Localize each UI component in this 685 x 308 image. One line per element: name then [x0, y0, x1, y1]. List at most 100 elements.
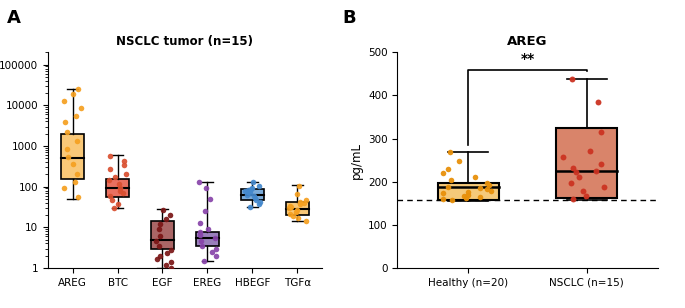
Point	[161, 217, 172, 221]
Point	[291, 207, 302, 212]
Title: AREG: AREG	[507, 35, 548, 48]
Point	[112, 201, 123, 206]
Point	[484, 183, 495, 188]
Point	[253, 201, 264, 206]
Point	[62, 155, 73, 160]
Point	[284, 206, 295, 211]
Point	[443, 166, 454, 171]
Point	[596, 161, 607, 166]
Point	[566, 77, 577, 82]
Point	[153, 243, 164, 248]
Point	[104, 178, 115, 183]
Point	[249, 195, 260, 200]
FancyBboxPatch shape	[196, 232, 219, 246]
Point	[470, 174, 481, 179]
Point	[205, 197, 216, 201]
Point	[155, 253, 166, 258]
Point	[438, 191, 449, 196]
Point	[203, 227, 214, 232]
FancyBboxPatch shape	[286, 202, 309, 215]
Point	[251, 197, 262, 202]
Point	[593, 99, 603, 104]
Point	[453, 159, 464, 164]
Point	[462, 192, 473, 197]
Point	[160, 262, 171, 267]
Point	[245, 191, 256, 196]
Point	[72, 171, 83, 176]
Point	[246, 186, 257, 191]
Point	[482, 180, 493, 185]
Point	[584, 148, 595, 153]
Point	[114, 182, 125, 187]
Point	[284, 212, 295, 217]
Point	[209, 235, 220, 240]
Text: **: **	[521, 52, 534, 66]
Point	[104, 167, 115, 172]
Point	[107, 197, 118, 202]
Point	[286, 205, 297, 210]
Point	[461, 196, 472, 201]
Point	[249, 194, 260, 199]
Point	[255, 199, 266, 204]
Point	[197, 243, 208, 248]
Point	[253, 183, 264, 188]
Point	[119, 158, 130, 163]
Point	[571, 170, 582, 175]
Point	[154, 227, 165, 232]
Point	[577, 189, 588, 194]
Point	[475, 186, 486, 191]
FancyBboxPatch shape	[556, 128, 617, 198]
FancyBboxPatch shape	[151, 221, 174, 249]
FancyBboxPatch shape	[106, 180, 129, 197]
Text: B: B	[342, 9, 356, 27]
Point	[61, 130, 72, 135]
Title: NSCLC tumor (n=15): NSCLC tumor (n=15)	[116, 35, 253, 48]
Point	[207, 249, 218, 254]
Point	[247, 185, 258, 190]
Point	[117, 191, 128, 196]
Point	[67, 91, 78, 96]
Point	[72, 139, 83, 144]
Point	[291, 192, 302, 197]
Point	[104, 194, 115, 199]
Point	[166, 247, 177, 252]
Text: A: A	[7, 9, 21, 27]
Point	[242, 190, 253, 195]
Point	[200, 209, 211, 213]
Point	[580, 193, 591, 198]
Point	[158, 208, 169, 213]
Point	[241, 192, 252, 197]
Point	[288, 213, 299, 218]
Point	[285, 203, 296, 208]
Point	[67, 161, 78, 166]
Point	[598, 184, 609, 189]
Point	[155, 221, 166, 226]
Point	[110, 175, 121, 180]
Point	[119, 163, 129, 168]
Point	[438, 197, 449, 201]
Point	[195, 239, 206, 244]
Point	[567, 197, 578, 201]
Point	[298, 201, 309, 206]
Point	[72, 195, 83, 200]
Point	[162, 251, 173, 256]
Point	[166, 260, 177, 265]
Point	[75, 106, 86, 111]
Point	[60, 120, 71, 125]
Point	[475, 195, 486, 200]
Point	[195, 230, 206, 235]
Point	[114, 185, 125, 190]
Point	[573, 174, 584, 179]
Point	[445, 177, 456, 182]
Point	[201, 186, 212, 191]
Point	[590, 168, 601, 173]
Point	[566, 180, 577, 185]
Point	[294, 183, 305, 188]
Point	[290, 209, 301, 214]
Point	[58, 98, 69, 103]
Point	[568, 165, 579, 170]
Point	[104, 153, 115, 158]
Point	[211, 246, 222, 251]
Point	[70, 180, 81, 184]
Point	[164, 213, 175, 217]
